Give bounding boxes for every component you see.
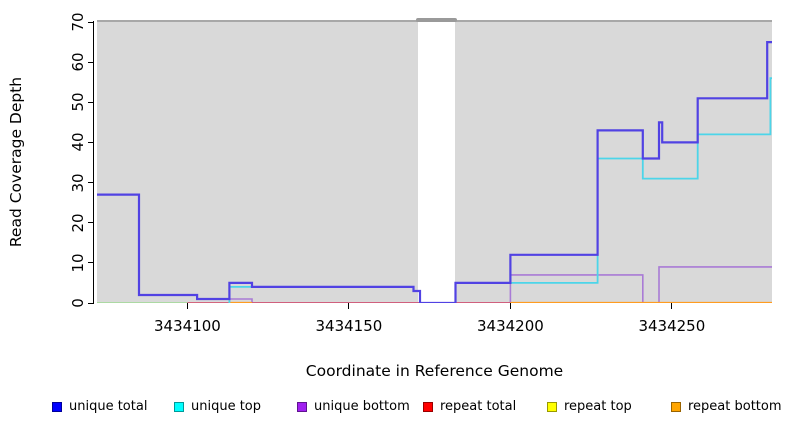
x-axis-title: Coordinate in Reference Genome	[305, 362, 564, 380]
y-tick	[88, 302, 93, 304]
y-tick	[88, 141, 93, 143]
x-tick-label: 3434150	[315, 317, 383, 335]
legend-swatch-icon	[547, 401, 557, 412]
y-tick-label: 10	[69, 253, 87, 273]
legend-swatch-icon	[174, 401, 184, 412]
legend-item-label: unique total	[69, 399, 148, 414]
y-tick	[88, 222, 93, 224]
legend-item-unique-total: unique total	[52, 399, 147, 414]
series-line-unique-top	[228, 77, 772, 303]
series-lines	[97, 41, 772, 303]
y-tick-label: 20	[69, 213, 87, 233]
y-tick	[88, 182, 93, 184]
y-axis-title: Read Coverage Depth	[1, 50, 31, 275]
series-line-unique-total	[97, 41, 772, 303]
x-tick	[186, 303, 188, 309]
legend-swatch-icon	[52, 401, 62, 412]
legend-swatch-icon	[297, 401, 307, 412]
y-tick-label: 40	[69, 132, 87, 152]
series-line-unique-bottom	[228, 266, 772, 303]
y-tick-label: 70	[69, 12, 87, 32]
x-tick-label: 3434100	[154, 317, 221, 335]
y-tick-label: 0	[69, 298, 87, 308]
x-tick	[348, 303, 350, 309]
y-tick-label: 60	[69, 52, 87, 72]
plot-panel	[97, 22, 772, 303]
legend-swatch-icon	[671, 401, 681, 412]
legend-item-label: unique top	[191, 399, 262, 414]
legend-item-label: repeat bottom	[688, 399, 782, 414]
legend-item-label: repeat total	[440, 399, 517, 414]
x-tick	[509, 303, 511, 309]
y-tick-label: 30	[69, 173, 87, 193]
legend-item-repeat-top: repeat top	[547, 399, 632, 414]
legend-item-label: unique bottom	[314, 399, 410, 414]
legend-item-repeat-bottom: repeat bottom	[671, 399, 782, 414]
legend: unique total unique top unique bottom repea…	[0, 399, 792, 419]
reference-gap-band	[418, 22, 456, 303]
x-tick-label: 3434250	[638, 317, 706, 335]
y-tick	[88, 21, 93, 23]
x-tick-label: 3434200	[476, 317, 544, 335]
y-tick	[88, 262, 93, 264]
y-tick	[88, 61, 93, 63]
y-tick-label: 50	[69, 92, 87, 112]
legend-item-unique-top: unique top	[174, 399, 261, 414]
x-tick	[671, 303, 673, 309]
y-axis-title-text: Read Coverage Depth	[7, 76, 25, 248]
legend-item-label: repeat top	[564, 399, 632, 414]
legend-item-unique-bottom: unique bottom	[297, 399, 410, 414]
legend-swatch-icon	[423, 401, 433, 412]
legend-item-repeat-total: repeat total	[423, 399, 516, 414]
y-axis-line	[93, 21, 94, 304]
reference-gap-marker	[416, 18, 458, 22]
y-tick	[88, 101, 93, 103]
